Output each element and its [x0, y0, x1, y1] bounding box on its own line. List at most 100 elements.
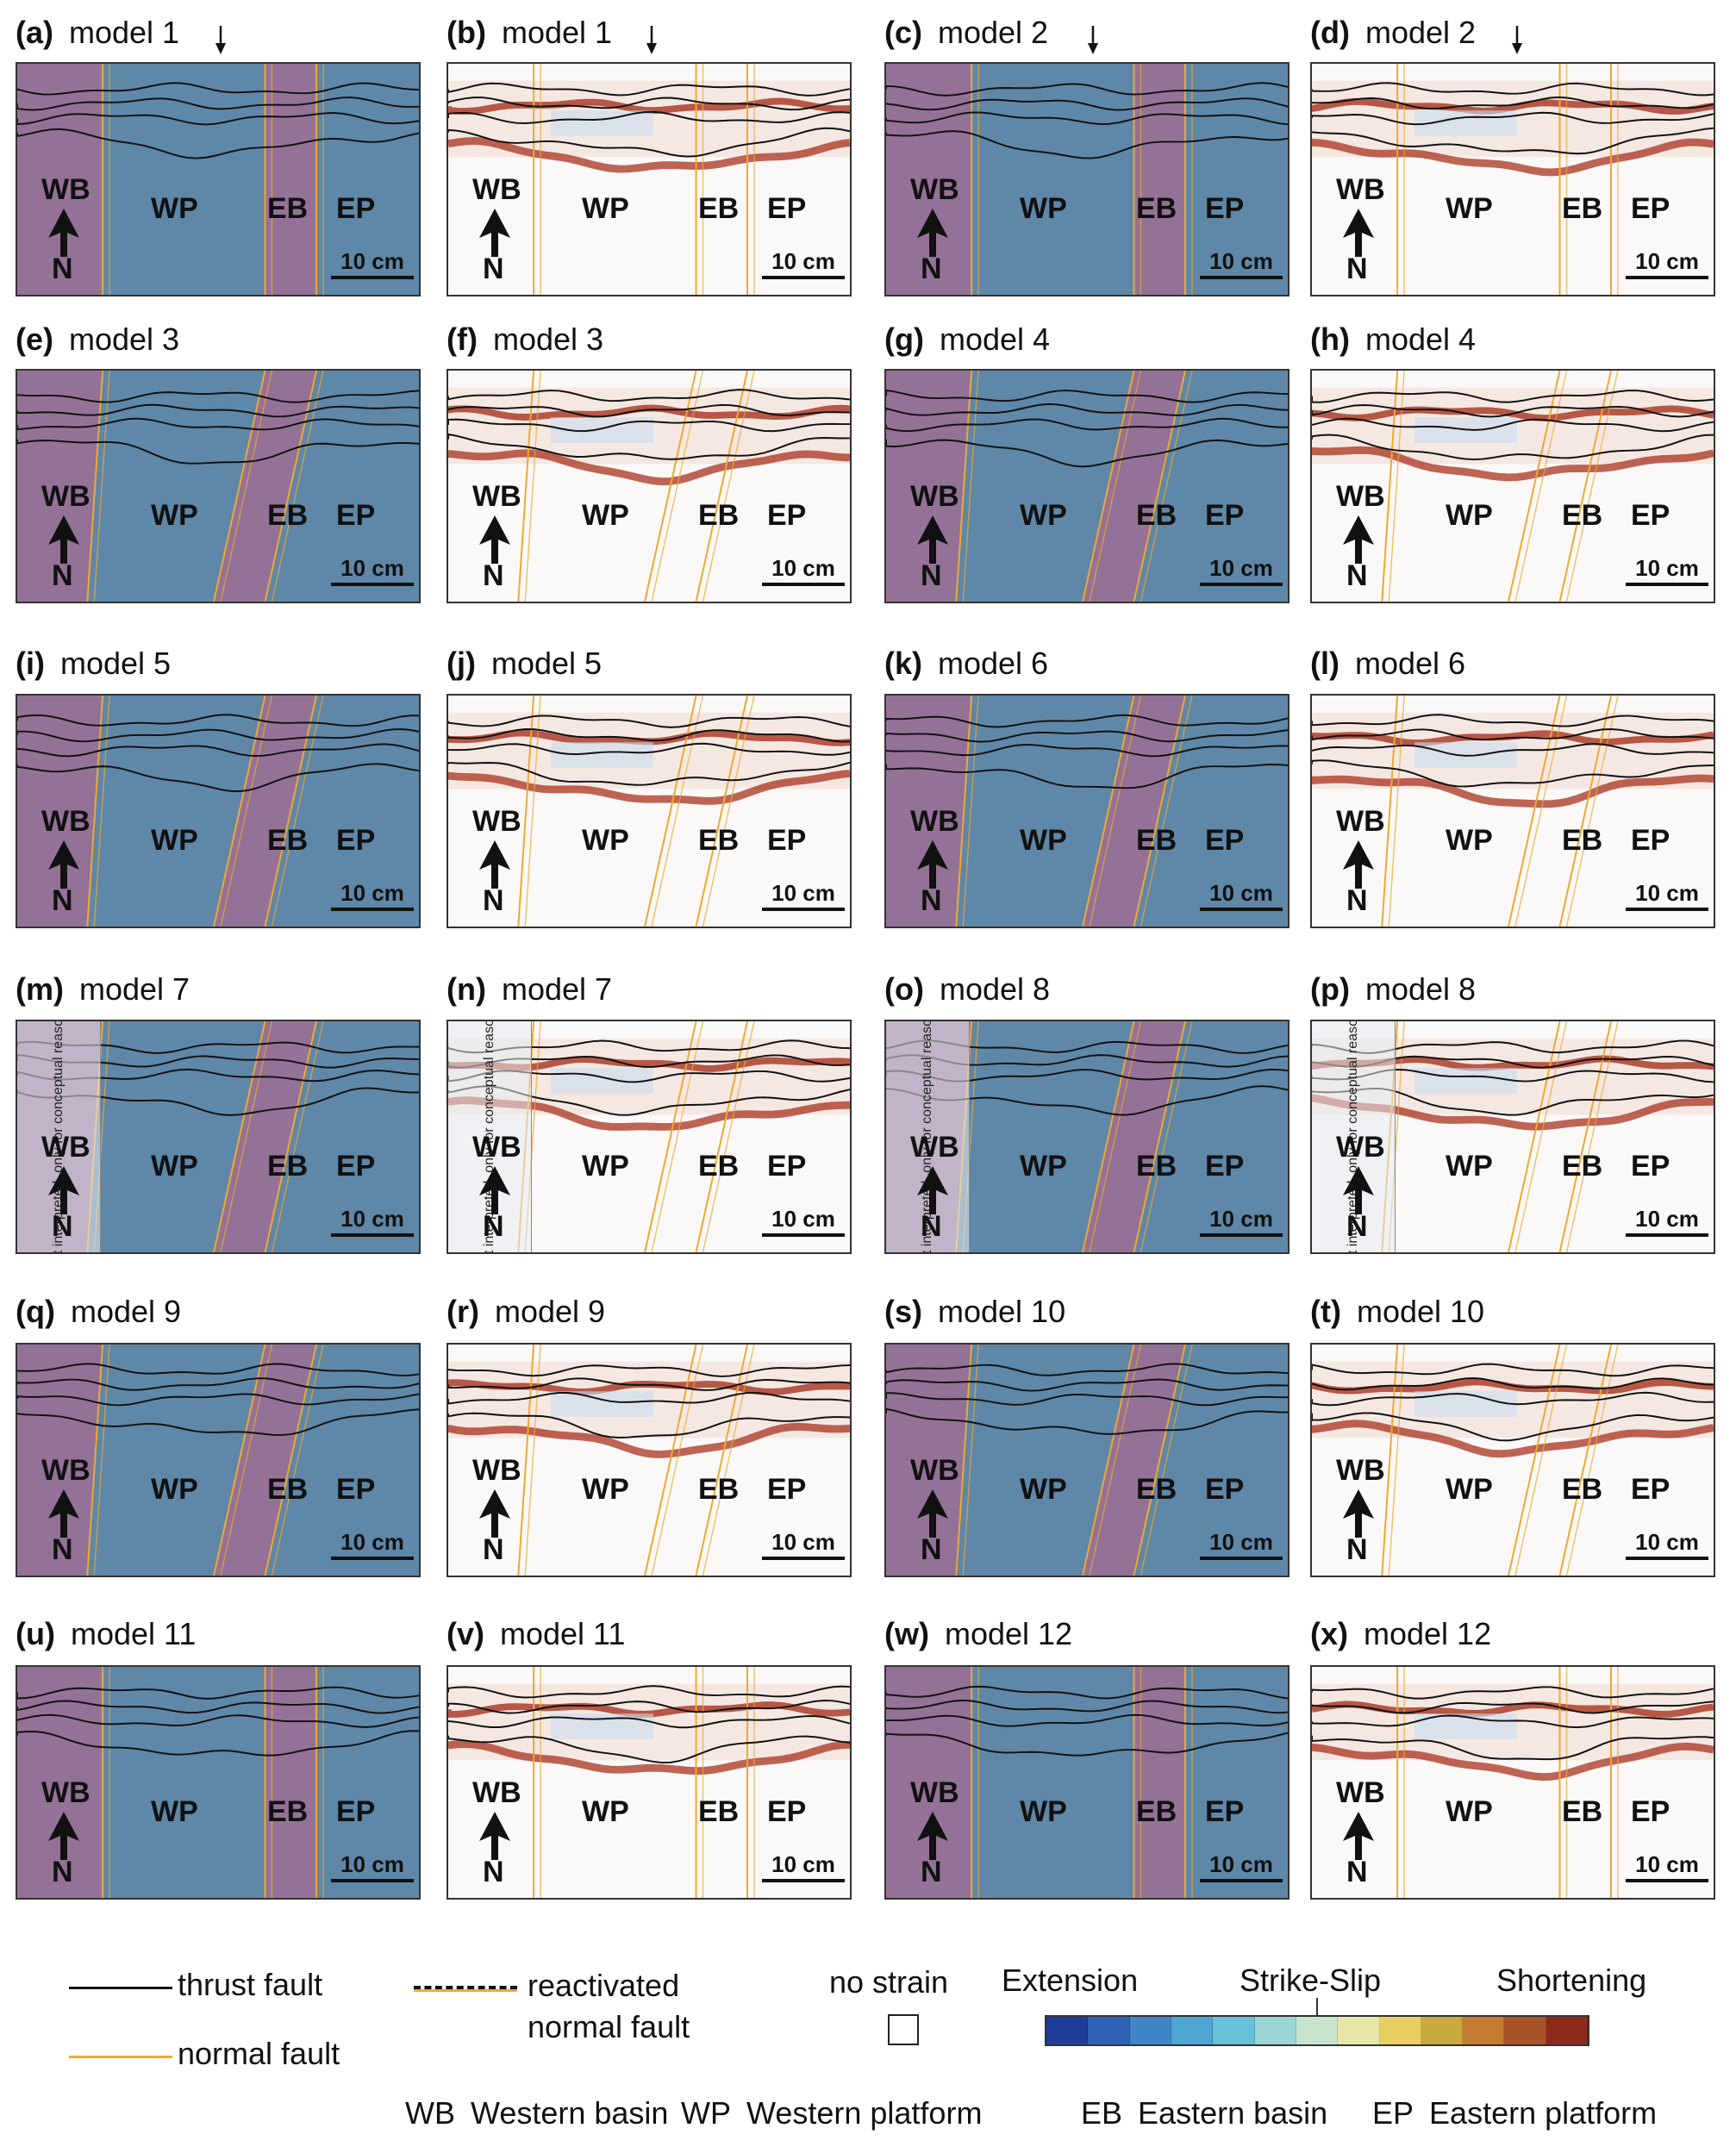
thrust-fault-legend-label: thrust fault — [178, 1967, 323, 2002]
scale-bar: 10 cm — [1626, 1206, 1708, 1237]
panel-title: (u) model 11 — [16, 1617, 196, 1651]
scale-bar-label: 10 cm — [771, 880, 835, 906]
down-arrow-icon — [214, 26, 228, 55]
down-arrow-icon — [1086, 26, 1100, 55]
panel-model-name: model 8 — [939, 971, 1051, 1007]
panel-title: (n) model 7 — [446, 972, 612, 1007]
north-label: N — [483, 559, 504, 592]
panel-title: (a) model 1 — [16, 16, 179, 50]
model-photo-panel: WB WP EB EP N 10 cm — [884, 369, 1290, 603]
panel-graphic — [448, 371, 850, 602]
north-label: N — [52, 253, 73, 285]
scale-bar-label: 10 cm — [1635, 1851, 1699, 1877]
scale-bar: 10 cm — [762, 248, 845, 279]
region-label-wb: WB — [910, 1454, 959, 1487]
panel-graphic — [448, 64, 850, 295]
panel-graphic — [1312, 696, 1714, 927]
region-label-ep: EP — [1205, 192, 1245, 225]
north-label: N — [921, 1856, 942, 1888]
panel-title: (e) model 3 — [16, 322, 179, 357]
north-arrow-icon: N — [914, 209, 952, 291]
scale-bar-label: 10 cm — [340, 1529, 404, 1555]
region-label-ep: EP — [336, 824, 376, 857]
panel-model-name: model 10 — [1356, 1294, 1485, 1329]
panel-letter: (v) — [446, 1616, 484, 1651]
scale-bar-line — [331, 1557, 414, 1560]
north-arrow-icon: N — [45, 515, 83, 598]
region-label-eb: EB — [698, 499, 740, 532]
region-label-eb: EB — [1136, 499, 1177, 532]
no-strain-legend-label: no strain — [829, 1964, 949, 2000]
abbrev-code: WP — [681, 2095, 731, 2131]
normal-fault-legend-label: normal fault — [178, 2036, 340, 2071]
region-label-eb: EB — [267, 824, 309, 857]
region-label-eb: EB — [1136, 192, 1177, 225]
panel-title: (h) model 4 — [1310, 322, 1476, 357]
region-label-ep: EP — [336, 192, 376, 225]
region-label-ep: EP — [1631, 1473, 1670, 1506]
scale-bar-line — [1626, 583, 1708, 586]
north-arrow-icon: N — [45, 840, 83, 923]
region-label-wb: WB — [910, 480, 959, 513]
normal-fault-legend-line — [69, 2056, 172, 2058]
region-label-wb: WB — [472, 480, 521, 513]
scale-bar-line — [1626, 1557, 1708, 1560]
panel-letter: (m) — [16, 971, 64, 1007]
north-arrow-icon: N — [45, 1812, 83, 1894]
north-arrow-icon: N — [476, 840, 514, 923]
scale-bar: 10 cm — [1200, 248, 1283, 279]
region-label-eb: EB — [698, 1473, 740, 1506]
panel-model-name: model 6 — [938, 646, 1049, 681]
region-label-wp: WP — [1020, 824, 1067, 857]
region-label-wb: WB — [910, 805, 959, 838]
panel-letter: (r) — [446, 1294, 479, 1329]
scale-bar: 10 cm — [762, 1206, 845, 1237]
scale-bar-line — [1200, 1879, 1283, 1882]
scale-bar: 10 cm — [762, 1851, 845, 1882]
north-label: N — [1346, 559, 1368, 592]
reactivated-fault-legend-label-2: normal fault — [528, 2009, 690, 2044]
region-label-wp: WP — [1446, 824, 1493, 857]
strain-map-panel: WB WP EB EP N 10 cm — [446, 694, 852, 928]
scale-bar: 10 cm — [331, 555, 414, 586]
panel-title: (i) model 5 — [16, 646, 171, 681]
colorbar-segment — [1421, 2017, 1464, 2044]
scale-bar-label: 10 cm — [1635, 555, 1699, 581]
panel-graphic — [886, 1345, 1288, 1576]
colorbar-segment — [1379, 2017, 1421, 2044]
scale-bar: 10 cm — [331, 1851, 414, 1882]
scale-bar-line — [762, 583, 845, 586]
region-label-wp: WP — [582, 1473, 629, 1506]
scale-bar-line — [1200, 1233, 1283, 1237]
scale-bar-line — [331, 276, 414, 279]
region-label-ep: EP — [1205, 1473, 1245, 1506]
region-label-wp: WP — [151, 1150, 198, 1183]
panel-title: (x) model 12 — [1310, 1617, 1491, 1651]
north-arrow-icon: N — [476, 1812, 514, 1894]
strain-map-panel: WB WP EB EP N 10 cm — [1310, 1343, 1715, 1577]
region-label-wb: WB — [1336, 173, 1385, 206]
colorbar-segment — [1254, 2017, 1296, 2044]
strain-map-panel: WB WP EB EP N 10 cm — [1310, 1665, 1715, 1900]
panel-title: (g) model 4 — [884, 322, 1050, 357]
panel-model-name: model 4 — [1364, 321, 1477, 357]
scale-bar: 10 cm — [331, 880, 414, 911]
panel-graphic — [17, 1667, 419, 1898]
model-photo-panel: WB WP EB EP N 10 cm — [16, 694, 421, 928]
shortening-legend-label: Shortening — [1496, 1963, 1647, 1998]
strike-slip-legend-label: Strike-Slip — [1240, 1963, 1382, 1998]
region-label-wp: WP — [151, 499, 198, 532]
north-label: N — [1346, 884, 1368, 917]
panel-title: (p) model 8 — [1310, 972, 1476, 1007]
region-label-ep: EP — [767, 824, 807, 857]
panel-letter: (e) — [16, 321, 53, 357]
colorbar-segment — [1463, 2017, 1505, 2044]
region-label-wp: WP — [1020, 1150, 1067, 1183]
panel-title: (t) model 10 — [1310, 1295, 1484, 1329]
scale-bar-line — [1626, 1233, 1708, 1237]
colorbar-segment — [1546, 2017, 1589, 2044]
panel-graphic — [1312, 1667, 1714, 1898]
model-photo-panel: not interpreted, only for conceptual rea… — [16, 1020, 421, 1254]
panel-letter: (x) — [1310, 1616, 1348, 1651]
north-arrow-icon: N — [45, 209, 83, 291]
